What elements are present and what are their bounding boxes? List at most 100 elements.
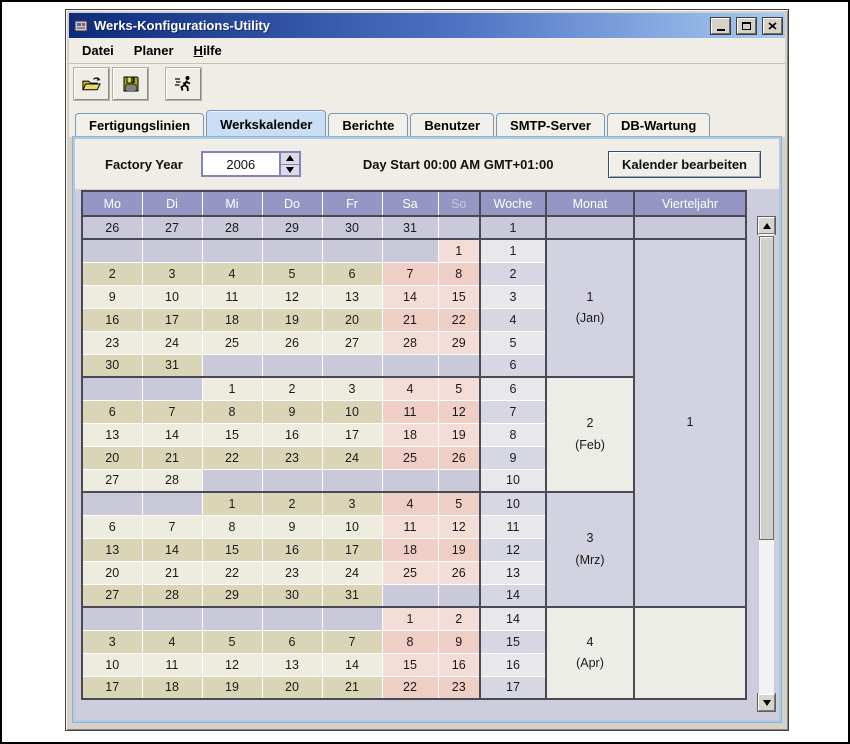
menu-item-datei[interactable]: Datei — [82, 43, 114, 58]
day-cell[interactable]: 7 — [141, 514, 203, 539]
day-cell[interactable]: 16 — [261, 422, 323, 447]
day-cell[interactable]: 11 — [201, 284, 263, 309]
day-cell[interactable] — [321, 468, 383, 493]
day-cell[interactable]: 24 — [321, 560, 383, 585]
day-cell[interactable] — [321, 353, 383, 378]
day-cell[interactable]: 20 — [261, 675, 323, 700]
day-cell[interactable]: 26 — [437, 445, 481, 470]
day-cell[interactable]: 4 — [381, 491, 439, 516]
day-cell[interactable]: 15 — [201, 422, 263, 447]
day-cell[interactable]: 1 — [381, 606, 439, 631]
day-cell[interactable]: 14 — [381, 284, 439, 309]
day-cell[interactable]: 10 — [321, 514, 383, 539]
factory-year-spinner[interactable]: 2006 — [200, 151, 301, 177]
day-cell[interactable]: 11 — [381, 514, 439, 539]
day-cell[interactable]: 22 — [437, 307, 481, 332]
day-cell[interactable]: 4 — [141, 629, 203, 654]
day-cell[interactable] — [141, 376, 203, 401]
day-cell[interactable]: 28 — [141, 583, 203, 608]
day-cell[interactable] — [81, 606, 143, 631]
day-cell[interactable]: 12 — [201, 652, 263, 677]
week-cell[interactable]: 2 — [479, 261, 547, 286]
day-cell[interactable]: 14 — [141, 537, 203, 562]
day-cell[interactable]: 13 — [81, 422, 143, 447]
day-cell[interactable]: 2 — [261, 376, 323, 401]
week-cell[interactable]: 10 — [479, 468, 547, 493]
day-cell[interactable] — [437, 583, 481, 608]
day-cell[interactable]: 25 — [381, 445, 439, 470]
day-cell[interactable] — [261, 606, 323, 631]
day-cell[interactable]: 17 — [321, 422, 383, 447]
day-cell[interactable]: 18 — [141, 675, 203, 700]
day-cell[interactable]: 12 — [437, 399, 481, 424]
day-cell[interactable]: 2 — [261, 491, 323, 516]
day-cell[interactable]: 27 — [141, 215, 203, 240]
week-cell[interactable]: 10 — [479, 491, 547, 516]
scrollbar-up-button[interactable] — [758, 217, 775, 234]
day-cell[interactable]: 23 — [261, 445, 323, 470]
day-cell[interactable]: 7 — [381, 261, 439, 286]
day-cell[interactable]: 27 — [81, 468, 143, 493]
edit-calendar-button[interactable]: Kalender bearbeiten — [608, 150, 761, 178]
day-cell[interactable]: 8 — [201, 514, 263, 539]
day-cell[interactable]: 16 — [437, 652, 481, 677]
day-cell[interactable]: 6 — [321, 261, 383, 286]
day-cell[interactable] — [261, 238, 323, 263]
week-cell[interactable]: 8 — [479, 422, 547, 447]
day-cell[interactable]: 11 — [381, 399, 439, 424]
day-cell[interactable] — [201, 353, 263, 378]
menu-item-planer[interactable]: Planer — [133, 43, 174, 58]
minimize-button[interactable] — [711, 17, 730, 34]
day-cell[interactable]: 7 — [321, 629, 383, 654]
maximize-button[interactable] — [737, 17, 756, 34]
day-cell[interactable]: 29 — [261, 215, 323, 240]
tab-smtp-server[interactable]: SMTP-Server — [496, 113, 605, 137]
day-cell[interactable]: 29 — [437, 330, 481, 355]
week-cell[interactable]: 6 — [479, 376, 547, 401]
day-cell[interactable]: 16 — [81, 307, 143, 332]
tab-db-wartung[interactable]: DB-Wartung — [606, 113, 711, 137]
day-cell[interactable]: 7 — [141, 399, 203, 424]
week-cell[interactable]: 5 — [479, 330, 547, 355]
day-cell[interactable] — [381, 353, 439, 378]
day-cell[interactable] — [381, 583, 439, 608]
day-cell[interactable]: 21 — [381, 307, 439, 332]
day-cell[interactable]: 6 — [261, 629, 323, 654]
week-cell[interactable]: 12 — [479, 537, 547, 562]
day-cell[interactable]: 8 — [437, 261, 481, 286]
week-cell[interactable]: 4 — [479, 307, 547, 332]
day-cell[interactable] — [141, 238, 203, 263]
day-cell[interactable]: 20 — [81, 445, 143, 470]
day-cell[interactable]: 21 — [141, 560, 203, 585]
spinner-down-button[interactable] — [280, 164, 299, 175]
day-cell[interactable]: 28 — [201, 215, 263, 240]
day-cell[interactable]: 4 — [201, 261, 263, 286]
day-cell[interactable]: 28 — [141, 468, 203, 493]
day-cell[interactable]: 14 — [321, 652, 383, 677]
week-cell[interactable]: 6 — [479, 353, 547, 378]
scrollbar-down-button[interactable] — [758, 694, 775, 711]
day-cell[interactable]: 15 — [437, 284, 481, 309]
day-cell[interactable] — [321, 238, 383, 263]
run-button[interactable] — [166, 68, 201, 100]
day-cell[interactable]: 15 — [201, 537, 263, 562]
week-cell[interactable]: 9 — [479, 445, 547, 470]
day-cell[interactable]: 21 — [141, 445, 203, 470]
day-cell[interactable]: 24 — [321, 445, 383, 470]
day-cell[interactable]: 17 — [141, 307, 203, 332]
week-cell[interactable]: 1 — [479, 215, 547, 240]
day-cell[interactable]: 16 — [261, 537, 323, 562]
day-cell[interactable]: 22 — [381, 675, 439, 700]
day-cell[interactable]: 25 — [381, 560, 439, 585]
day-cell[interactable]: 3 — [321, 376, 383, 401]
week-cell[interactable]: 7 — [479, 399, 547, 424]
day-cell[interactable] — [81, 238, 143, 263]
day-cell[interactable]: 13 — [261, 652, 323, 677]
day-cell[interactable] — [201, 468, 263, 493]
week-cell[interactable]: 16 — [479, 652, 547, 677]
day-cell[interactable]: 9 — [437, 629, 481, 654]
day-cell[interactable] — [81, 376, 143, 401]
scrollbar-thumb[interactable] — [759, 236, 774, 540]
day-cell[interactable]: 21 — [321, 675, 383, 700]
day-cell[interactable]: 2 — [437, 606, 481, 631]
